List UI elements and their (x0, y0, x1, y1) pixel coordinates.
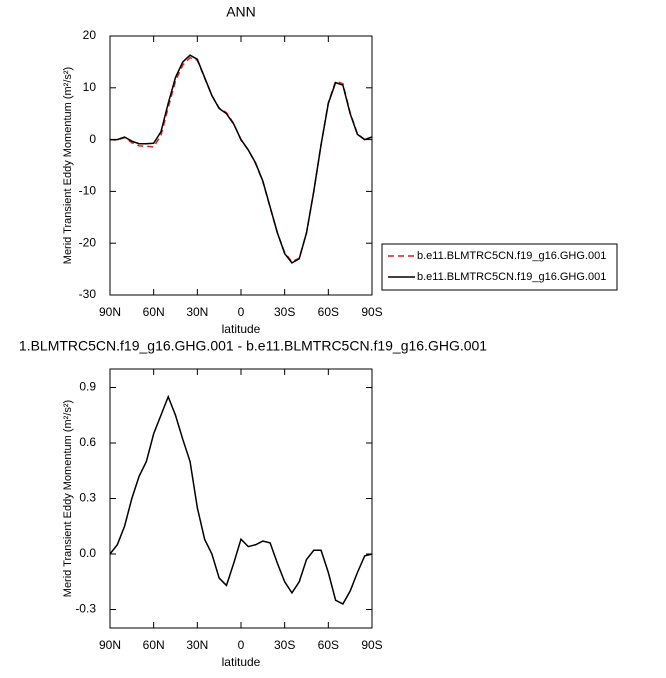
x-tick-label: 90S (361, 305, 382, 319)
x-tick-label: 60N (143, 638, 165, 652)
y-tick-label: 0.6 (79, 435, 96, 449)
x-tick-label: 30S (274, 638, 295, 652)
x-tick-label: 0 (238, 638, 245, 652)
x-tick-label: 60S (318, 638, 339, 652)
x-tick-label: 90S (361, 638, 382, 652)
plot-frame (109, 368, 373, 629)
chart-title: ANN (226, 4, 256, 20)
x-tick-label: 30S (274, 305, 295, 319)
x-tick-label: 60N (143, 305, 165, 319)
x-tick-label: 60S (318, 305, 339, 319)
y-tick-label: 10 (83, 80, 97, 94)
y-tick-label: -10 (79, 184, 97, 198)
data-line (109, 56, 373, 263)
y-tick-label: 0.9 (79, 380, 96, 394)
legend-label: b.e11.BLMTRC5CN.f19_g16.GHG.001 (417, 271, 606, 283)
x-tick-label: 90N (99, 638, 121, 652)
y-tick-label: -30 (79, 287, 97, 301)
y-tick-label: 0 (89, 132, 96, 146)
x-axis-label: latitude (222, 322, 261, 336)
y-axis-label: Merid Transient Eddy Momentum (m²/s²) (62, 67, 74, 264)
y-tick-label: 0.3 (79, 491, 96, 505)
y-tick-label: 0.0 (79, 546, 96, 560)
data-line (110, 54, 373, 264)
x-tick-label: 90N (99, 305, 121, 319)
x-axis-label: latitude (222, 655, 261, 669)
y-tick-label: -20 (79, 235, 97, 249)
y-tick-label: -0.3 (75, 602, 96, 616)
data-line (109, 394, 373, 605)
x-tick-label: 30N (186, 305, 208, 319)
x-tick-label: 30N (186, 638, 208, 652)
x-tick-label: 0 (238, 305, 245, 319)
y-axis-label: Merid Transient Eddy Momentum (m²/s²) (62, 400, 74, 597)
legend-label: b.e11.BLMTRC5CN.f19_g16.GHG.001 (417, 250, 606, 262)
y-tick-label: 20 (83, 28, 97, 42)
legend-box (381, 243, 618, 291)
chart-title: 1.BLMTRC5CN.f19_g16.GHG.001 - b.e11.BLMT… (19, 338, 487, 354)
plot-frame (109, 35, 373, 296)
